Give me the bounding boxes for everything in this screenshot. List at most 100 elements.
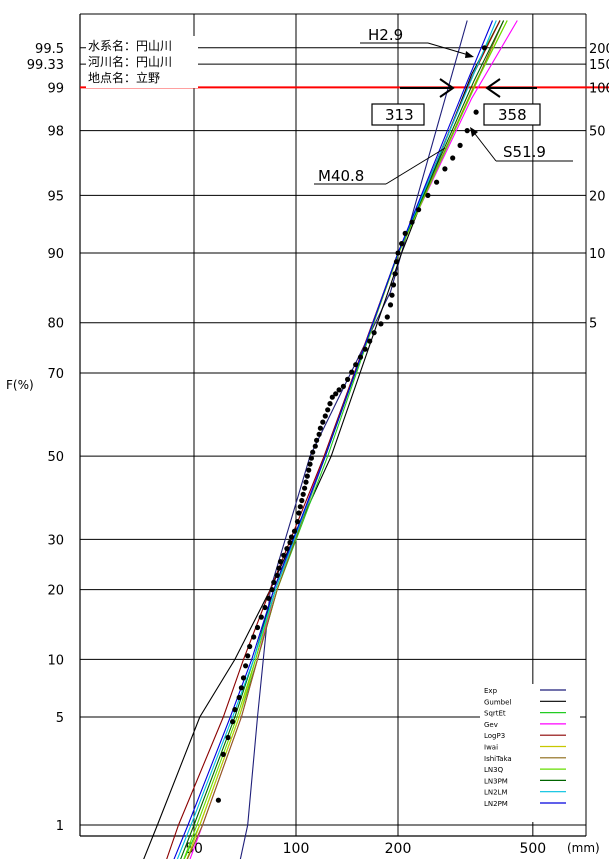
observed-point	[304, 473, 310, 479]
observed-points	[215, 45, 488, 803]
annotation-h: H2.9	[368, 26, 403, 44]
observed-point	[307, 461, 313, 467]
legend-label: Iwai	[484, 744, 498, 752]
observed-point	[425, 192, 431, 198]
y-tick-label: 99.33	[27, 58, 64, 73]
observed-point	[247, 643, 253, 650]
box-high	[483, 103, 541, 126]
x-tick-label: 200	[385, 841, 412, 857]
series-line-ln3pm	[180, 20, 505, 859]
y-tick-label: 50	[47, 450, 64, 465]
observed-point	[302, 485, 308, 491]
observed-point	[296, 510, 302, 516]
x-tick-label: 500	[519, 841, 546, 857]
y-tick-label: 20	[47, 584, 64, 599]
series-line-sqrtet	[183, 20, 501, 859]
annotation-s: S51.9	[503, 143, 546, 161]
observed-point	[316, 431, 322, 437]
observed-point	[322, 413, 328, 419]
legend-label: LN2LM	[484, 789, 508, 797]
annotation-m-leader	[385, 147, 446, 185]
return-period-label: 20	[589, 189, 606, 204]
observed-point	[308, 455, 314, 461]
return-period-label: 5	[589, 317, 597, 332]
box-low-value: 313	[385, 106, 414, 124]
observed-point	[294, 519, 301, 525]
observed-point	[303, 479, 309, 485]
observed-point	[340, 383, 346, 389]
legend-label: SqrtEt	[484, 710, 506, 718]
observed-point	[262, 604, 268, 611]
legend-label: Gev	[484, 721, 498, 729]
observed-point	[306, 467, 312, 473]
series-line-exp	[239, 20, 468, 859]
observed-point	[327, 401, 333, 407]
observed-point	[367, 338, 373, 344]
observed-point	[481, 45, 488, 51]
y-tick-label: 90	[47, 247, 64, 262]
observed-point	[333, 391, 339, 397]
y-tick-label: 70	[47, 367, 64, 382]
legend-label: LN3PM	[484, 777, 508, 785]
box-low	[371, 103, 425, 126]
observed-point	[230, 719, 236, 725]
observed-point	[238, 685, 244, 691]
observed-point	[392, 271, 398, 277]
series-line-logp3	[166, 20, 501, 859]
y-tick-label: 80	[47, 317, 64, 332]
y-tick-label: 95	[47, 189, 64, 204]
x-unit-label: (mm)	[567, 841, 600, 855]
box-high-value: 358	[498, 106, 527, 124]
series-line-ln2lm	[176, 20, 497, 859]
observed-point	[299, 497, 305, 504]
x-tick-label: 100	[283, 841, 310, 857]
y-gridlines	[80, 47, 586, 826]
observed-point	[390, 282, 397, 288]
series-line-gev	[189, 20, 518, 859]
observed-point	[329, 394, 335, 400]
fit-curves	[143, 20, 518, 859]
y-tick-label: 99	[47, 81, 64, 96]
observed-point	[297, 504, 303, 510]
annotation-h-leader	[427, 42, 473, 57]
observed-point	[314, 437, 320, 443]
observed-point	[266, 595, 272, 601]
return-period-label: 10	[589, 247, 606, 262]
info-water-system: 水系名：円山川	[88, 38, 172, 53]
annotation-s-arrowhead	[470, 127, 478, 137]
return-period-labels: 200150 100 50 20 10 5	[589, 42, 609, 332]
observed-point	[450, 155, 456, 161]
legend-label: Exp	[484, 687, 498, 695]
annotation-s-leader	[471, 129, 497, 162]
legend-label: LN3Q	[484, 766, 504, 774]
observed-point	[402, 230, 408, 236]
observed-point	[399, 241, 405, 247]
observed-point	[362, 346, 368, 352]
observed-point	[473, 109, 479, 115]
legend-label: Gumbel	[484, 698, 511, 706]
y-tick-label: 10	[47, 653, 64, 668]
observed-point	[258, 614, 264, 620]
annotation-h-arrowhead	[465, 51, 474, 58]
station-info-background	[86, 36, 198, 88]
observed-point	[225, 734, 231, 741]
observed-point	[442, 166, 448, 172]
observed-point	[310, 449, 316, 455]
observed-point	[277, 559, 284, 565]
observed-point	[416, 207, 422, 213]
observed-point	[353, 362, 359, 368]
x-tick-labels: 50 100 200 500	[185, 841, 546, 857]
observed-point	[276, 565, 282, 571]
observed-point	[274, 572, 280, 579]
observed-point	[464, 128, 470, 134]
y-tick-label: 1	[56, 819, 64, 834]
observed-point	[291, 528, 298, 534]
observed-point	[251, 634, 257, 640]
y-tick-label: 99.5	[35, 42, 64, 57]
annotation-m: M40.8	[318, 167, 364, 185]
annotations: H2.9 313 358 S51.9 M40.8	[314, 26, 573, 185]
observed-point	[271, 579, 277, 586]
observed-point	[243, 663, 249, 669]
